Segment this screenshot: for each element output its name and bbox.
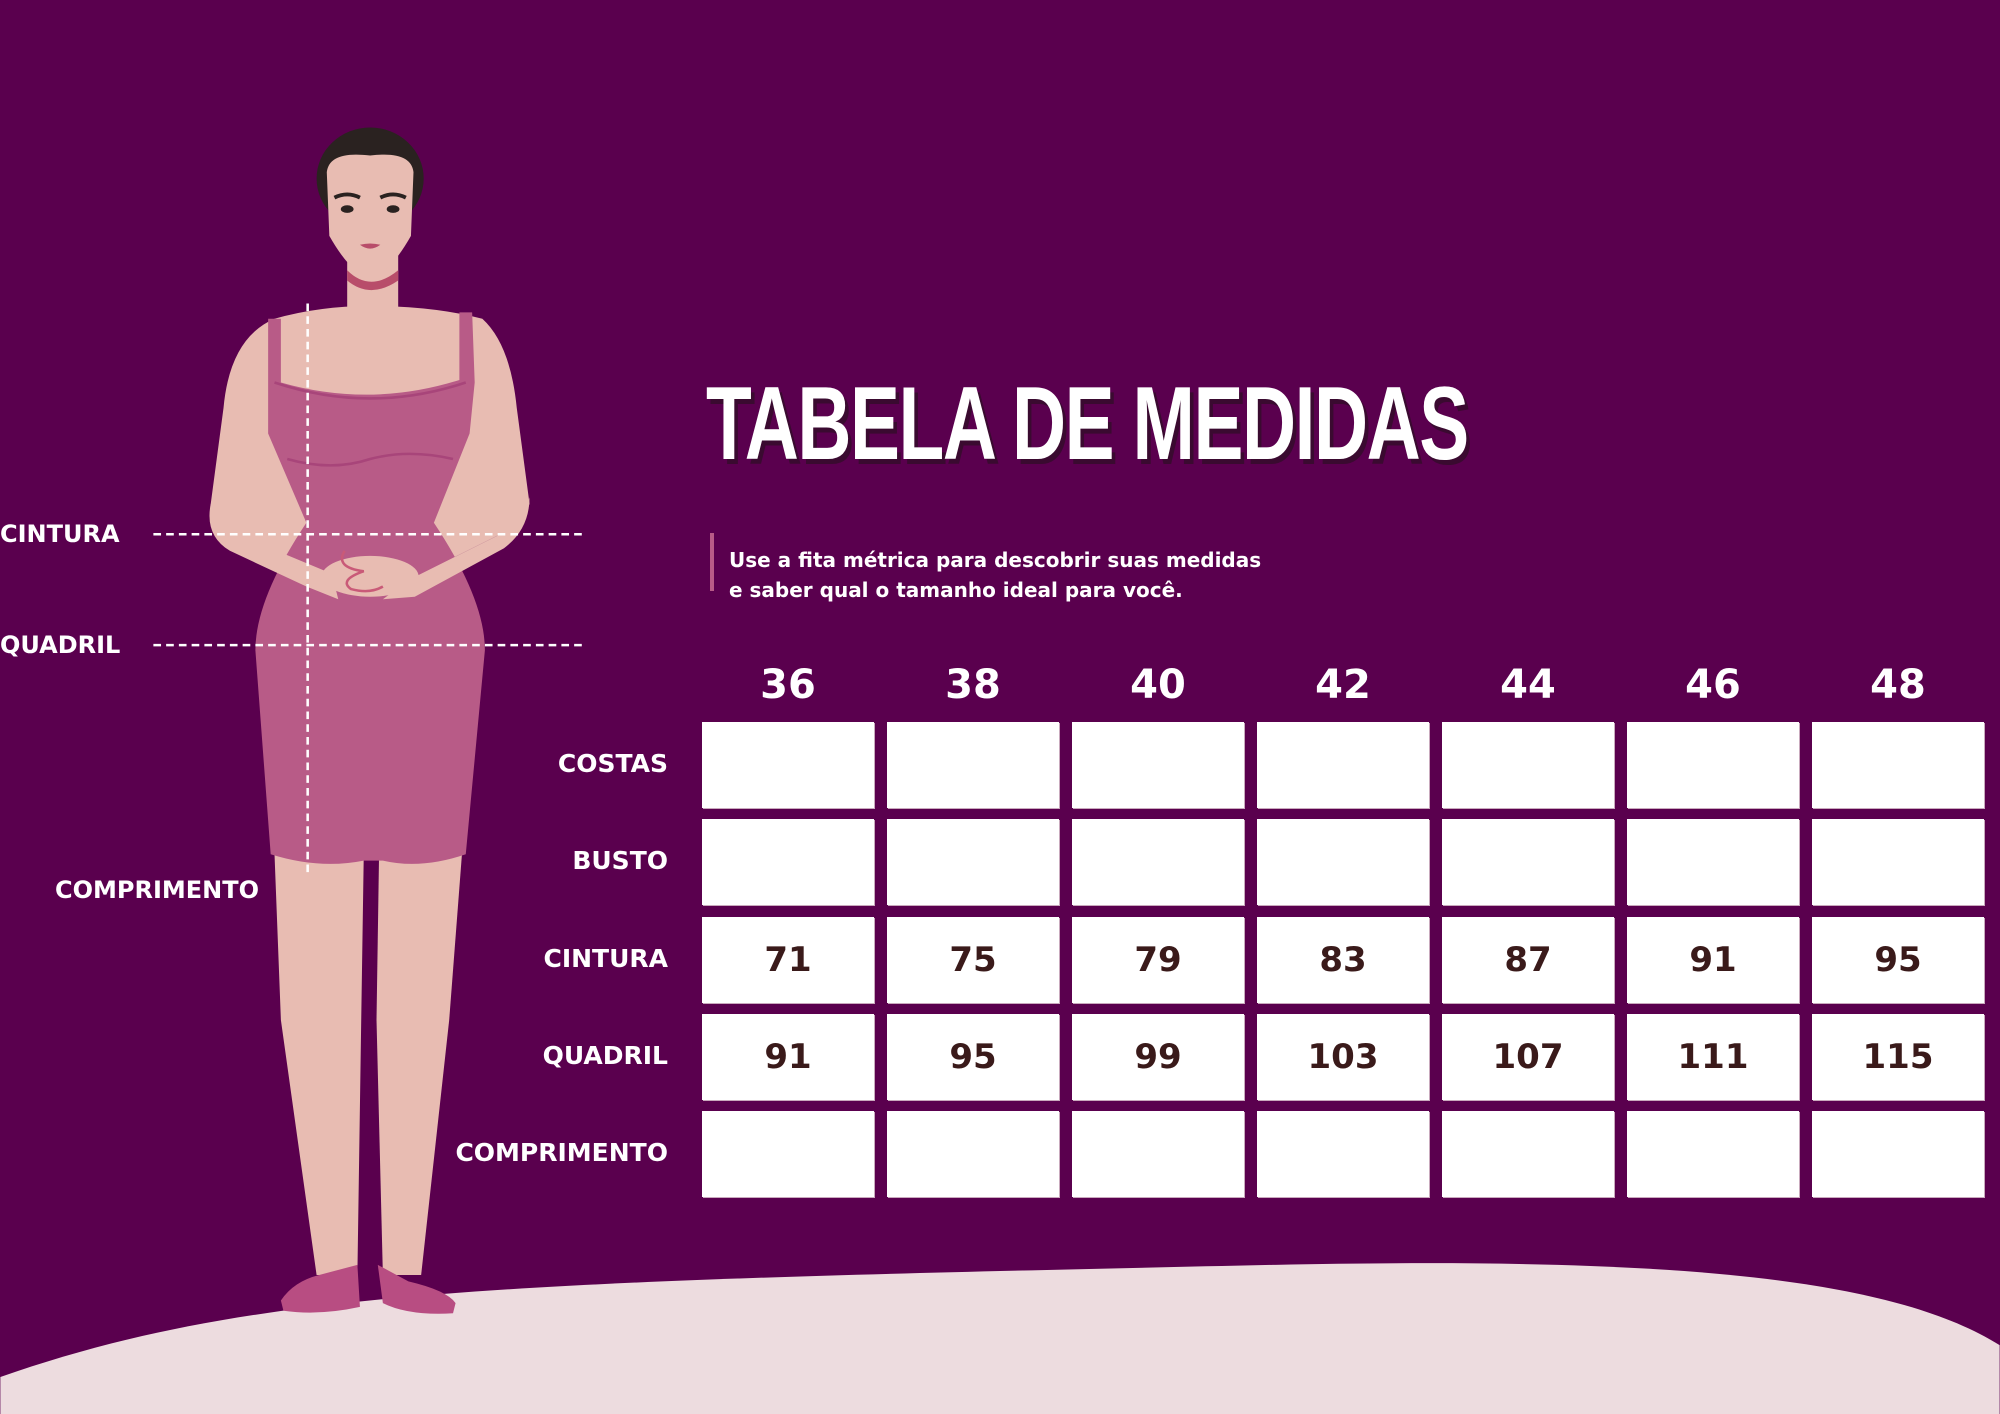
- table-cell: [1627, 722, 1799, 808]
- table-cell: 79: [1072, 916, 1244, 1003]
- table-cell: [1072, 819, 1244, 906]
- table-cell: 87: [1442, 916, 1614, 1003]
- table-cell: [1812, 1111, 1984, 1198]
- woman-figure: [209, 127, 530, 1314]
- size-header: 42: [1315, 662, 1371, 708]
- table-cell: [887, 819, 1059, 906]
- table-cell: 95: [1812, 916, 1984, 1003]
- table-cell: [1257, 1111, 1429, 1198]
- size-header: 44: [1500, 662, 1556, 708]
- row-label: COSTAS: [557, 749, 668, 778]
- table-cell: 111: [1627, 1013, 1799, 1100]
- size-header: 40: [1130, 662, 1186, 708]
- table-cell: [702, 1111, 874, 1198]
- table-cell: 115: [1812, 1013, 1984, 1100]
- figure-label-waist: CINTURA: [0, 520, 120, 548]
- page-title: TABELA DE MEDIDAS: [706, 366, 1469, 482]
- table-cell: 75: [887, 916, 1059, 1003]
- table-cell: 83: [1257, 916, 1429, 1003]
- table-cell: [702, 819, 874, 906]
- subtitle-accent-bar: [710, 533, 714, 591]
- size-header: 48: [1870, 662, 1926, 708]
- table-cell: [1442, 819, 1614, 906]
- table-cell: [1442, 722, 1614, 808]
- figure-label-hip: QUADRIL: [0, 631, 121, 659]
- table-cell: [1812, 819, 1984, 906]
- table-cell: [1072, 722, 1244, 808]
- row-label: BUSTO: [572, 846, 668, 876]
- size-header: 38: [945, 662, 1001, 708]
- ground-wave: [0, 1263, 2000, 1414]
- figure-label-length: COMPRIMENTO: [55, 876, 260, 904]
- table-cell: [1257, 819, 1429, 906]
- table-cell: 95: [887, 1013, 1059, 1100]
- table-cell: [887, 1111, 1059, 1198]
- table-cell: [887, 722, 1059, 808]
- table-cell: [702, 722, 874, 808]
- table-cell: 91: [702, 1013, 874, 1100]
- table-cell: [1627, 1111, 1799, 1198]
- subtitle-line-2: e saber qual o tamanho ideal para você.: [729, 578, 1183, 602]
- table-cell: [1442, 1111, 1614, 1198]
- row-label: QUADRIL: [542, 1040, 668, 1070]
- table-cell: [1072, 1111, 1244, 1198]
- table-cell: 91: [1627, 916, 1799, 1003]
- table-cell: 107: [1442, 1013, 1614, 1100]
- table-cell: 103: [1257, 1013, 1429, 1100]
- row-label: CINTURA: [543, 943, 668, 973]
- table-cell: 71: [702, 916, 874, 1003]
- size-header: 46: [1685, 662, 1741, 708]
- row-label: COMPRIMENTO: [455, 1138, 668, 1168]
- subtitle: Use a fita métrica para descobrir suas m…: [729, 545, 1261, 605]
- table-cell: 99: [1072, 1013, 1244, 1100]
- table-cell: [1812, 722, 1984, 808]
- size-header: 36: [760, 662, 816, 708]
- table-cell: [1257, 722, 1429, 808]
- subtitle-line-1: Use a fita métrica para descobrir suas m…: [729, 548, 1262, 572]
- table-cell: [1627, 819, 1799, 906]
